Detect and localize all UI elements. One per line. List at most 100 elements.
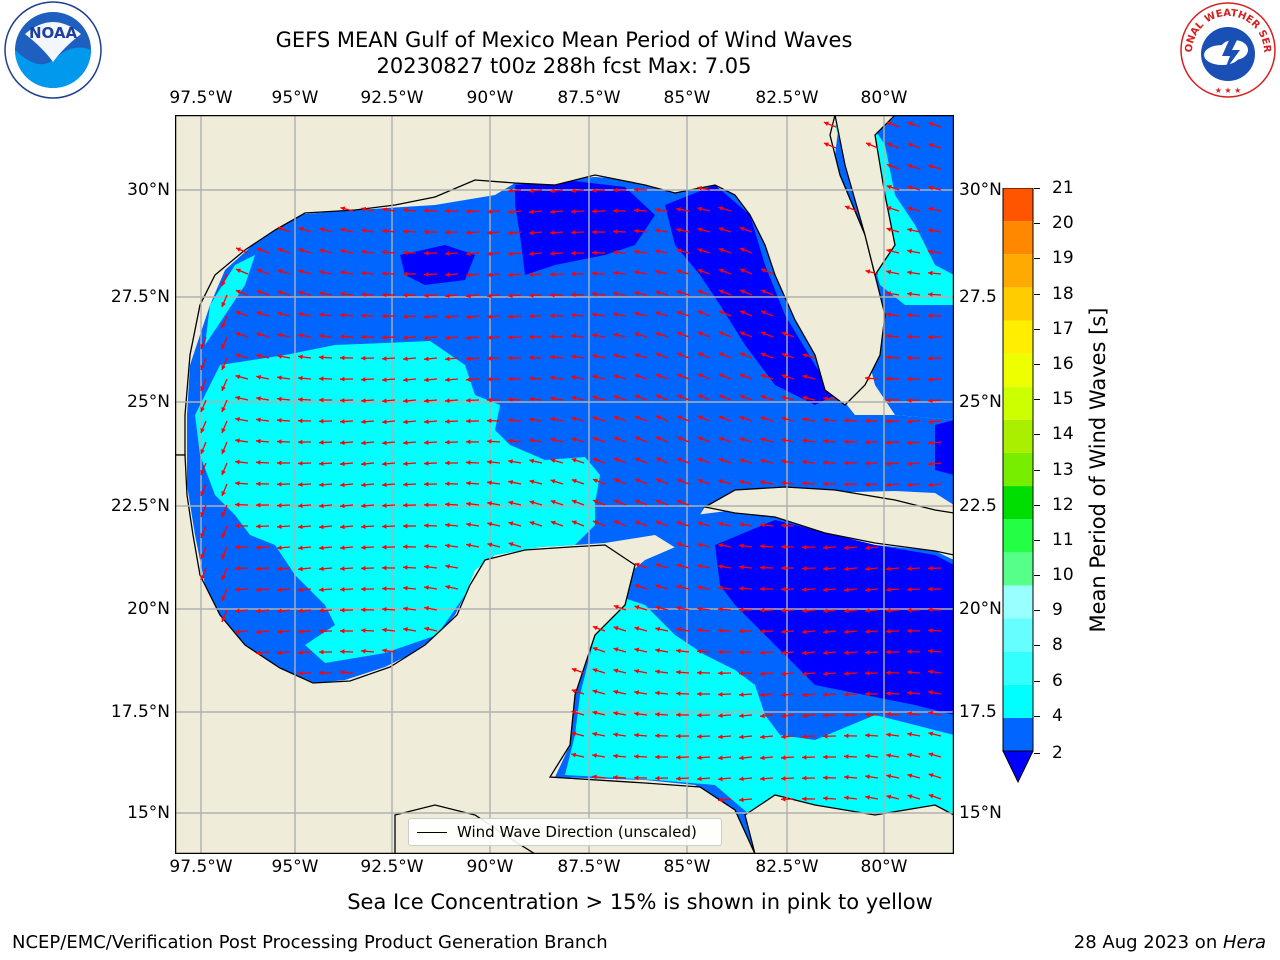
wind-arrow xyxy=(676,563,690,569)
lat-tick-right: 22.5 xyxy=(959,496,997,516)
wind-arrow xyxy=(655,520,669,527)
wind-arrow xyxy=(885,397,900,403)
wind-arrow xyxy=(487,521,501,527)
wind-arrow xyxy=(528,355,543,361)
wind-arrow xyxy=(654,775,669,781)
wind-arrow xyxy=(486,272,501,278)
wind-arrow xyxy=(780,755,795,761)
wind-arrow xyxy=(885,461,900,467)
wind-arrow xyxy=(823,121,837,128)
wind-arrow xyxy=(718,331,732,338)
wind-arrow xyxy=(864,712,879,718)
wind-arrow xyxy=(613,520,627,527)
wind-arrow xyxy=(823,417,837,423)
wind-arrow xyxy=(739,247,753,254)
wind-arrow xyxy=(738,564,753,570)
wind-arrow xyxy=(444,314,459,320)
wind-arrow xyxy=(360,524,375,530)
wind-arrow xyxy=(277,311,291,317)
wind-arrow xyxy=(465,230,480,235)
wind-arrow xyxy=(423,250,438,256)
wind-arrow xyxy=(276,629,291,635)
wind-arrow xyxy=(760,416,774,422)
wind-arrow xyxy=(927,628,942,633)
wind-arrow xyxy=(221,462,228,476)
wind-arrow xyxy=(613,626,627,632)
wind-arrow xyxy=(234,629,249,635)
wind-arrow xyxy=(200,567,207,581)
wind-arrow xyxy=(550,437,564,443)
wind-arrow xyxy=(738,776,753,782)
wind-arrow xyxy=(298,226,312,233)
wind-arrow xyxy=(235,353,249,359)
wind-arrow xyxy=(221,546,228,560)
wind-arrow xyxy=(760,522,774,528)
colorbar-tick-mark xyxy=(1034,753,1040,754)
wind-arrow xyxy=(697,457,711,464)
wind-arrow xyxy=(676,373,690,380)
wind-arrow xyxy=(592,333,606,338)
wind-arrow xyxy=(571,520,585,527)
colorbar-bin xyxy=(1003,353,1033,387)
wind-arrow xyxy=(571,731,585,737)
wind-arrow xyxy=(823,396,837,401)
wind-arrow xyxy=(613,291,627,297)
wind-arrow xyxy=(402,419,417,425)
wind-arrow xyxy=(318,649,333,655)
wind-arrow xyxy=(697,415,711,422)
wind-arrow xyxy=(759,734,774,740)
wind-arrow xyxy=(801,650,816,656)
wind-arrow xyxy=(276,503,291,508)
wind-arrow xyxy=(907,711,921,717)
wind-arrow xyxy=(297,397,312,402)
wind-arrow xyxy=(277,396,291,402)
wind-arrow xyxy=(444,419,459,424)
wind-arrow xyxy=(508,500,522,506)
wind-arrow xyxy=(381,334,396,340)
wind-arrow xyxy=(571,499,585,506)
wind-arrow xyxy=(424,585,438,591)
wind-arrow xyxy=(760,437,774,443)
wind-arrow xyxy=(676,499,690,506)
wind-arrow xyxy=(739,331,753,338)
wind-arrow xyxy=(402,377,417,383)
wind-arrow xyxy=(718,415,732,422)
wind-arrow xyxy=(276,545,291,551)
wind-arrow xyxy=(381,524,396,529)
wind-arrow xyxy=(200,525,207,539)
wind-arrow xyxy=(570,271,585,277)
wind-arrow xyxy=(297,650,312,655)
wind-arrow xyxy=(822,629,837,635)
wind-arrow xyxy=(403,606,417,612)
wind-arrow xyxy=(717,628,732,634)
wind-arrow xyxy=(928,143,942,149)
cyan-region-west xyxy=(195,341,600,663)
wind-arrow xyxy=(928,164,942,170)
wind-arrow xyxy=(339,355,354,361)
graticule xyxy=(175,115,954,854)
wind-arrow xyxy=(200,420,207,434)
wind-arrow xyxy=(549,354,564,360)
wind-arrow xyxy=(927,586,942,592)
wind-arrow xyxy=(865,142,879,149)
wind-arrow xyxy=(676,352,690,359)
colorbar-tick-mark xyxy=(1034,680,1040,682)
wind-arrow xyxy=(718,543,732,548)
wind-arrow xyxy=(298,333,312,338)
wind-arrow xyxy=(886,794,900,800)
wind-arrow xyxy=(739,522,753,527)
wind-arrow xyxy=(697,289,711,296)
wind-arrow xyxy=(486,356,501,361)
wind-arrow xyxy=(907,142,921,149)
wind-arrow xyxy=(801,734,816,739)
wind-arrow xyxy=(655,669,669,675)
wind-arrow xyxy=(465,314,480,320)
wind-arrow xyxy=(318,608,333,613)
wind-arrow xyxy=(717,797,732,803)
wind-arrow xyxy=(906,397,921,403)
wind-arrow xyxy=(697,248,711,254)
wind-arrow xyxy=(297,670,312,676)
wind-arrow xyxy=(634,373,648,380)
wind-arrow xyxy=(780,523,795,528)
wind-arrow xyxy=(907,185,921,191)
